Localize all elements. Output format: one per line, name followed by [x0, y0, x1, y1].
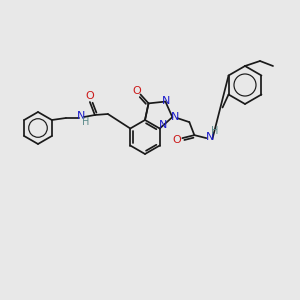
- Text: H: H: [82, 117, 89, 127]
- Text: O: O: [85, 91, 94, 101]
- Text: H: H: [211, 126, 218, 136]
- Text: N: N: [206, 132, 214, 142]
- Text: N: N: [171, 112, 179, 122]
- Text: O: O: [133, 86, 142, 96]
- Text: O: O: [172, 135, 181, 145]
- Text: N: N: [158, 119, 167, 130]
- Text: N: N: [77, 111, 85, 121]
- Text: N: N: [162, 96, 171, 106]
